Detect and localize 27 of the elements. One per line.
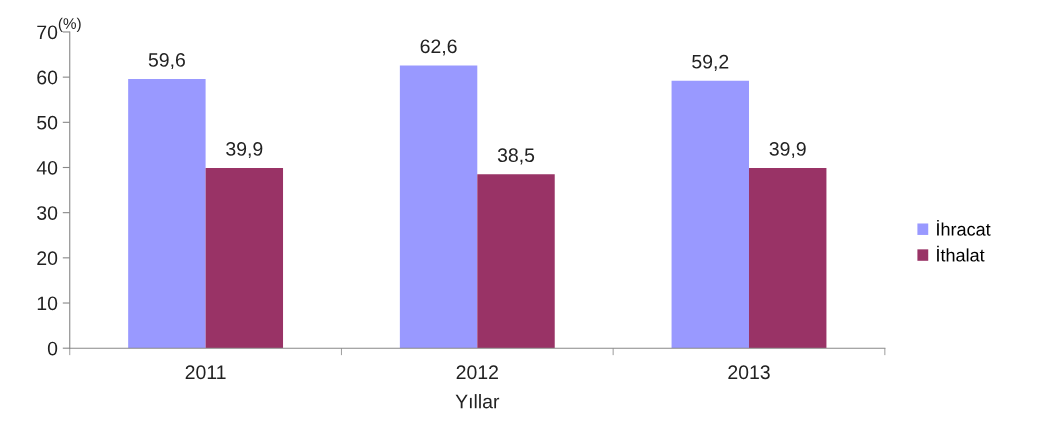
legend-label: İthalat xyxy=(937,245,985,262)
y-tick-label: 40 xyxy=(36,160,58,175)
bar xyxy=(128,78,206,349)
data-label: 59,6 xyxy=(148,53,185,70)
data-label: 59,2 xyxy=(692,54,729,71)
x-tick-label: 2012 xyxy=(456,365,498,380)
bar xyxy=(749,167,827,349)
y-tick-label: 30 xyxy=(37,206,58,220)
bar xyxy=(399,65,478,349)
bar xyxy=(205,167,284,349)
data-label: 39,9 xyxy=(226,142,263,159)
y-tick-label: 50 xyxy=(37,115,58,130)
x-tick-label: 2011 xyxy=(185,365,226,380)
y-tick-label: 70 xyxy=(37,25,58,40)
y-axis-title: (%) xyxy=(58,17,81,32)
y-tick-label: 10 xyxy=(37,296,58,311)
data-label: 62,6 xyxy=(420,39,457,56)
y-tick-label: 0 xyxy=(47,341,58,356)
bar xyxy=(671,80,749,349)
y-tick-label: 60 xyxy=(37,70,58,85)
data-label: 39,9 xyxy=(769,142,806,159)
x-tick-label: 2013 xyxy=(728,365,770,380)
x-axis-title: Yıllar xyxy=(455,394,500,409)
bar xyxy=(477,174,555,349)
y-tick-label: 20 xyxy=(37,251,58,266)
legend-label: İhracat xyxy=(937,219,991,236)
data-label: 38,5 xyxy=(497,148,535,165)
